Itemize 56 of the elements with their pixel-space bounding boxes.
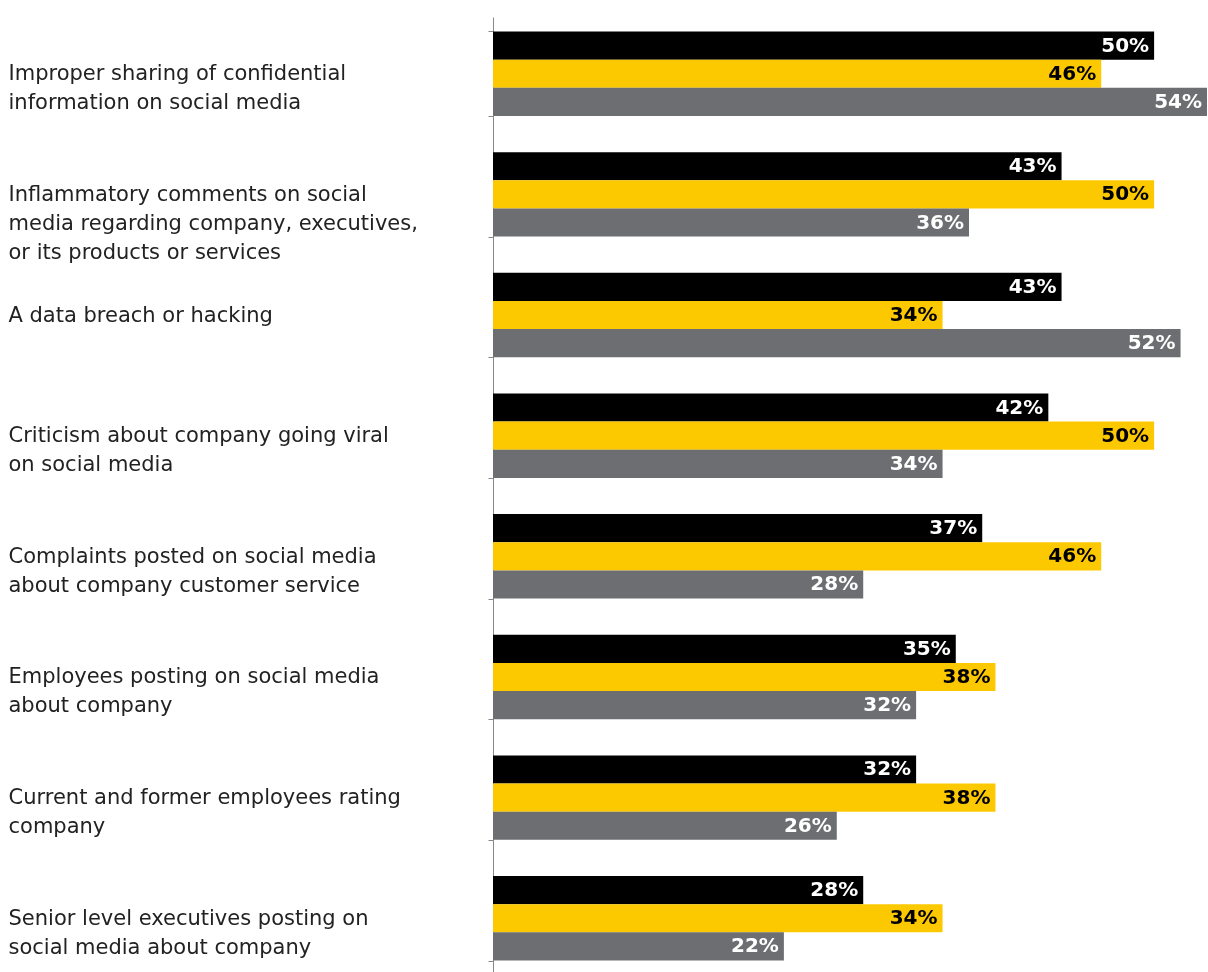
data-label: 36% (916, 209, 964, 234)
y-tick-label: Improper sharing of confidential information on social media (8, 61, 347, 115)
bar (493, 31, 1155, 60)
y-tick-label: Inflammatory comments on social media regarding company, executives, or its products or services (8, 181, 418, 264)
data-label: 46% (1048, 543, 1097, 568)
bar (493, 755, 917, 784)
data-label: 34% (889, 450, 938, 475)
bar (493, 811, 837, 840)
bar (493, 300, 943, 330)
bar (493, 634, 956, 663)
data-label: 54% (1154, 88, 1202, 113)
y-tick-label: A data breach or hacking (8, 302, 273, 327)
bar (493, 329, 1181, 358)
bar (493, 783, 996, 812)
bar (493, 180, 1155, 209)
y-tick-label: Current and former employees rating company (8, 785, 401, 839)
y-tick-label: Senior level executives posting on social media about company (8, 905, 369, 959)
y-tick-label: Criticism about company going viral on social media (8, 423, 389, 477)
bar (493, 208, 969, 237)
data-label: 50% (1101, 32, 1150, 57)
data-label: 43% (1008, 153, 1057, 178)
data-label: 52% (1127, 330, 1176, 355)
bar (493, 904, 943, 933)
data-label: 34% (889, 905, 938, 930)
data-label: 43% (1008, 273, 1057, 298)
data-label: 50% (1101, 422, 1150, 447)
data-label: 38% (942, 784, 991, 809)
data-label: 28% (810, 877, 859, 902)
data-label: 28% (810, 571, 859, 596)
bar (493, 393, 1049, 422)
bar (493, 59, 1102, 88)
bar (493, 662, 996, 692)
bar (493, 421, 1155, 450)
data-label: 35% (902, 635, 951, 660)
data-label: 42% (995, 394, 1044, 419)
bar (493, 152, 1062, 181)
bar (493, 272, 1062, 301)
bar (493, 691, 917, 720)
y-tick-label: Complaints posted on social media about company customer service (8, 543, 377, 597)
bar (493, 514, 983, 543)
data-label: 38% (942, 663, 991, 688)
data-label: 32% (863, 756, 912, 781)
bar (493, 542, 1102, 571)
bar (493, 449, 943, 478)
data-label: 46% (1048, 60, 1097, 85)
y-tick-label: Employees posting on social media about company (8, 664, 380, 718)
bar (493, 570, 864, 599)
bar (493, 876, 864, 905)
bar (493, 932, 784, 961)
data-label: 26% (783, 812, 832, 837)
data-label: 37% (929, 515, 978, 540)
data-label: 22% (731, 933, 779, 958)
data-label: 34% (889, 302, 938, 327)
data-label: 50% (1101, 181, 1150, 206)
bar (493, 87, 1207, 116)
data-label: 32% (863, 692, 912, 717)
